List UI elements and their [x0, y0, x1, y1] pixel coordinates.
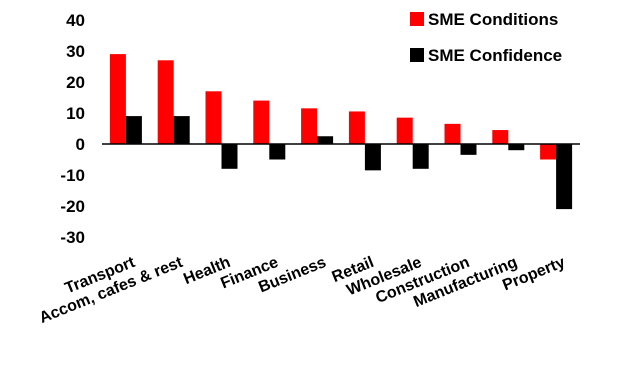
bar-sme-conditions — [205, 91, 222, 144]
bar-sme-conditions — [301, 108, 318, 144]
bar-sme-conditions — [396, 117, 413, 144]
bar-sme-confidence — [173, 116, 190, 144]
y-tick-label: -10 — [60, 166, 85, 185]
bar-sme-conditions — [348, 111, 365, 144]
bar-sme-confidence — [364, 144, 381, 171]
y-tick-label: 0 — [76, 135, 85, 154]
legend-label: SME Conditions — [428, 10, 558, 29]
y-tick-label: 20 — [66, 73, 85, 92]
bar-sme-confidence — [412, 144, 429, 169]
bar-sme-confidence — [125, 116, 142, 144]
legend: SME Conditions SME Confidence — [410, 10, 562, 65]
y-tick-label: -20 — [60, 197, 85, 216]
bar-sme-conditions — [492, 130, 509, 144]
legend-label: SME Confidence — [428, 46, 562, 65]
y-axis-ticks: 40 30 20 10 0 -10 -20 -30 — [60, 11, 85, 247]
bar-sme-conditions — [540, 144, 557, 160]
bar-sme-confidence — [460, 144, 477, 155]
bars-group — [109, 54, 573, 210]
bar-sme-conditions — [157, 60, 174, 144]
bar-sme-conditions — [444, 123, 461, 144]
bar-sme-confidence — [317, 136, 334, 144]
bar-sme-confidence — [221, 144, 238, 169]
y-tick-label: -30 — [60, 228, 85, 247]
y-tick-label: 40 — [66, 11, 85, 30]
bar-sme-confidence — [508, 144, 525, 151]
bar-sme-confidence — [269, 144, 286, 160]
y-tick-label: 30 — [66, 42, 85, 61]
bar-sme-confidence — [556, 144, 573, 210]
y-tick-label: 10 — [66, 104, 85, 123]
bar-sme-conditions — [109, 54, 126, 144]
legend-swatch — [410, 48, 424, 62]
legend-swatch — [410, 12, 424, 26]
bar-sme-conditions — [253, 100, 270, 144]
